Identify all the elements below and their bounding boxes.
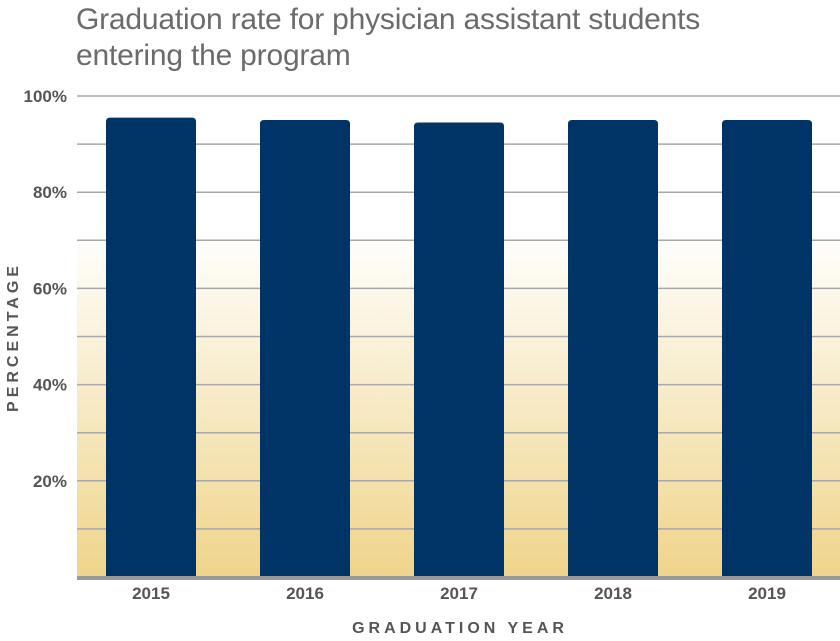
y-tick-label: 100% bbox=[24, 87, 67, 106]
bar-2015 bbox=[106, 117, 196, 578]
x-tick-label: 2015 bbox=[132, 584, 170, 603]
bar-2016 bbox=[260, 120, 350, 578]
y-tick-label: 60% bbox=[33, 279, 67, 298]
x-tick-label: 2016 bbox=[286, 584, 324, 603]
y-tick-labels: 20% 40% 60% 80% 100% bbox=[24, 87, 67, 491]
x-tick-label: 2018 bbox=[594, 584, 632, 603]
x-tick-label: 2017 bbox=[440, 584, 478, 603]
x-tick-labels: 2015 2016 2017 2018 2019 bbox=[132, 584, 786, 603]
bar-2018 bbox=[568, 120, 658, 578]
x-axis-title: GRADUATION YEAR bbox=[352, 620, 568, 637]
bar-2019 bbox=[722, 120, 812, 578]
y-tick-label: 80% bbox=[33, 183, 67, 202]
bar-2017 bbox=[414, 122, 504, 577]
chart-title: Graduation rate for physician assistant … bbox=[76, 3, 701, 72]
bars bbox=[106, 117, 812, 578]
y-tick-label: 20% bbox=[33, 472, 67, 491]
y-axis-title: PERCENTAGE bbox=[5, 262, 22, 412]
x-tick-label: 2019 bbox=[748, 584, 786, 603]
y-tick-label: 40% bbox=[33, 376, 67, 395]
